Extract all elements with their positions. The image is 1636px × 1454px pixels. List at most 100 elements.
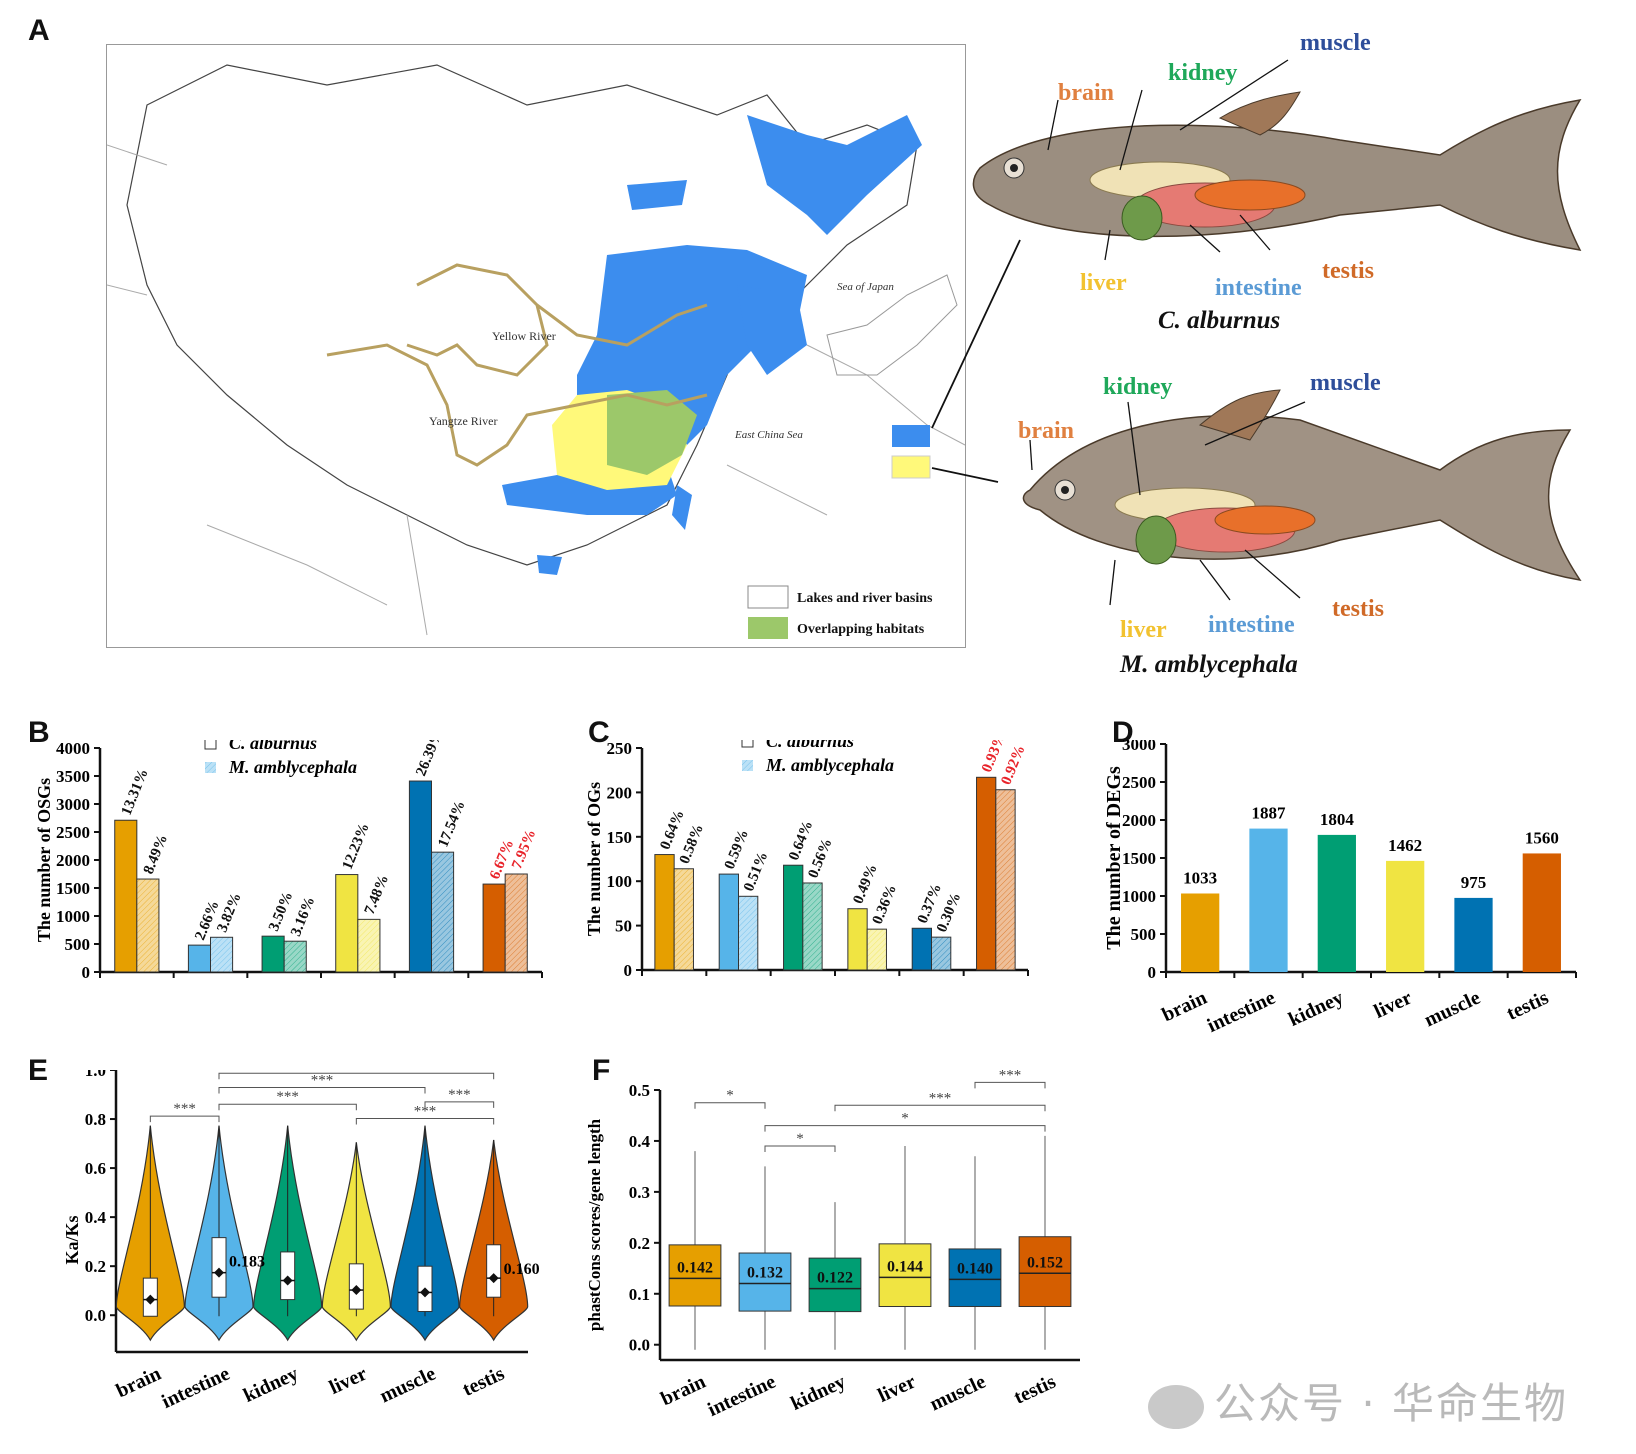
legend-swatch-basins: [747, 585, 789, 609]
chart-d-y-tick-label: 500: [1131, 925, 1157, 944]
fish-illustrations: brain kidney muscle liver intestine test…: [891, 30, 1582, 678]
chart-d-bar-label: 1462: [1388, 836, 1422, 855]
chart-f-box-testis: [1018, 1236, 1072, 1308]
chart-b-y-tick-label: 500: [65, 935, 91, 954]
chart-e-y-tick-label: 0.4: [85, 1208, 107, 1227]
chart-b-y-tick-label: 1500: [56, 879, 90, 898]
chart-b-bar-label: 12.23%: [340, 821, 373, 872]
fish2-label-brain: brain: [1018, 418, 1074, 444]
chart-e-sig-label: *: [353, 1070, 361, 1074]
chart-f-sig-bracket: [834, 1104, 1046, 1112]
chart-f-box-brain: [668, 1244, 722, 1307]
border-lines: [107, 144, 965, 636]
chart-c-bar-kidney-m-amblycephala: [802, 882, 823, 971]
chart-b-legend-m-amblycephala: M. amblycephala: [228, 757, 357, 777]
chart-b-bar-brain-c-alburnus: [114, 819, 138, 973]
chart-d-x-tick-label: muscle: [1421, 987, 1484, 1032]
chart-d-bar-liver: [1386, 860, 1425, 972]
chart-f-median-label: 0.140: [957, 1260, 993, 1277]
chart-e-x-tick-label: kidney: [240, 1363, 302, 1407]
fish2-label-liver: liver: [1120, 617, 1167, 643]
chart-c-bar-liver-m-amblycephala: [866, 928, 887, 971]
chart-e-sig-label: ***: [311, 1073, 334, 1089]
chart-d-x-tick-label: kidney: [1285, 987, 1347, 1031]
chart-f-x-tick-label: testis: [1011, 1371, 1060, 1409]
chart-e-y-tick-label: 0.8: [85, 1110, 106, 1129]
chart-c-bar-intestine-c-alburnus: [718, 873, 739, 971]
chart-d-bar-intestine: [1249, 828, 1288, 972]
chart-d-degs: 0 500 1000 1500 2000 2500 3000 1033 brain 1887 int…: [1103, 740, 1577, 1037]
chart-c-y-tick-label: 200: [607, 783, 633, 802]
panel-label-f: F: [592, 1054, 611, 1087]
chart-b-y-tick-label: 3000: [56, 795, 90, 814]
chart-b-y-tick-label: 1000: [56, 907, 90, 926]
m-amblycephala-range-swatch: [891, 455, 931, 479]
chart-d-bar-label: 1033: [1183, 868, 1217, 887]
chart-b-bar-label: 8.49%: [141, 832, 171, 876]
legend-swatch-overlap: [748, 617, 788, 639]
chart-d-y-label: The number of DEGs: [1103, 766, 1125, 950]
chart-c-bar-label: 0.49%: [850, 862, 880, 906]
chart-f-sig-label: *: [901, 1111, 909, 1127]
chart-b-legend-swatch-c-alburnus: [204, 740, 217, 750]
chart-c-bar-liver-c-alburnus: [847, 908, 868, 971]
fish1-species-name: C. alburnus: [1158, 307, 1280, 334]
korea-range: [737, 285, 807, 375]
hainan-range: [537, 555, 562, 575]
chart-c-y-label: The number of OGs: [584, 782, 604, 936]
chart-b-y-tick-label: 4000: [56, 740, 90, 758]
chart-e-y-label: Ka/Ks: [62, 1215, 82, 1264]
east-china-sea-label: East China Sea: [734, 429, 803, 441]
chart-e-mean-marker-testis: [488, 1273, 499, 1284]
chart-f-sig-label: *: [726, 1088, 734, 1104]
chart-e-sig-bracket: [424, 1101, 495, 1108]
chart-f-phastcons: 0.0 0.1 0.2 0.3 0.4 0.5 0.142 brain 0.132 intesti…: [585, 1067, 1080, 1422]
chart-b-bar-testis-m-amblycephala: [504, 873, 528, 973]
panel-label-e: E: [28, 1054, 49, 1087]
chart-c-bar-label: 0.51%: [741, 850, 771, 894]
panel-label-c: C: [588, 716, 610, 749]
chart-c-bar-testis-m-amblycephala: [995, 789, 1016, 971]
c-alburnus-range-north: [747, 115, 922, 235]
chart-d-bar-label: 975: [1461, 873, 1487, 892]
chart-c-bar-intestine-m-amblycephala: [738, 895, 759, 971]
chart-c-bar-kidney-c-alburnus: [783, 864, 804, 971]
chart-c-bar-testis-c-alburnus: [976, 776, 997, 971]
chart-f-median-label: 0.132: [747, 1264, 783, 1281]
chart-c-bar-label: 0.59%: [722, 827, 752, 871]
chart-f-median-label: 0.144: [887, 1258, 923, 1275]
chart-f-x-tick-label: kidney: [787, 1371, 849, 1415]
chart-f-sig-bracket: [764, 1145, 836, 1153]
chart-e-x-tick-label: testis: [459, 1363, 508, 1401]
chart-f-x-tick-label: muscle: [926, 1371, 989, 1416]
chart-b-bar-intestine-m-amblycephala: [210, 936, 234, 973]
chart-b-bar-label: 26.39%: [413, 740, 446, 779]
wechat-icon: [1148, 1384, 1204, 1429]
chart-d-y-tick-label: 2500: [1122, 773, 1156, 792]
chart-b-bar-label: 13.31%: [119, 767, 152, 818]
chart-e-x-tick-label: muscle: [376, 1363, 439, 1408]
chart-f-y-tick-label: 0.5: [629, 1081, 650, 1100]
chart-c-bar-brain-c-alburnus: [654, 854, 675, 971]
chart-f-x-tick-label: intestine: [704, 1371, 779, 1422]
chart-e-sig-label: ***: [173, 1101, 196, 1117]
fish2-label-kidney: kidney: [1103, 374, 1172, 400]
chart-b-bar-liver-c-alburnus: [335, 874, 359, 973]
panel-label-a: A: [28, 14, 50, 47]
chart-d-x-tick-label: liver: [1371, 987, 1416, 1023]
fish1-label-intestine: intestine: [1215, 275, 1302, 301]
fish1-label-testis: testis: [1322, 258, 1374, 284]
chart-e-sig-bracket: [218, 1072, 495, 1080]
c-alburnus-range-patch: [627, 180, 687, 210]
chart-f-y-tick-label: 0.3: [629, 1183, 650, 1202]
chart-d-bar-kidney: [1317, 834, 1356, 972]
chart-e-y-tick-label: 0.2: [85, 1257, 106, 1276]
chart-e-x-tick-label: intestine: [158, 1363, 233, 1414]
chart-f-median-label: 0.122: [817, 1270, 853, 1287]
fish-m-amblycephala: brain kidney muscle liver intestine test…: [1018, 370, 1582, 678]
chart-f-sig-bracket: [974, 1081, 1046, 1089]
chart-c-legend-swatch-m-amblycephala: [742, 760, 753, 771]
chart-e-sig-bracket: [355, 1118, 495, 1125]
c-alburnus-range-swatch: [892, 425, 930, 447]
